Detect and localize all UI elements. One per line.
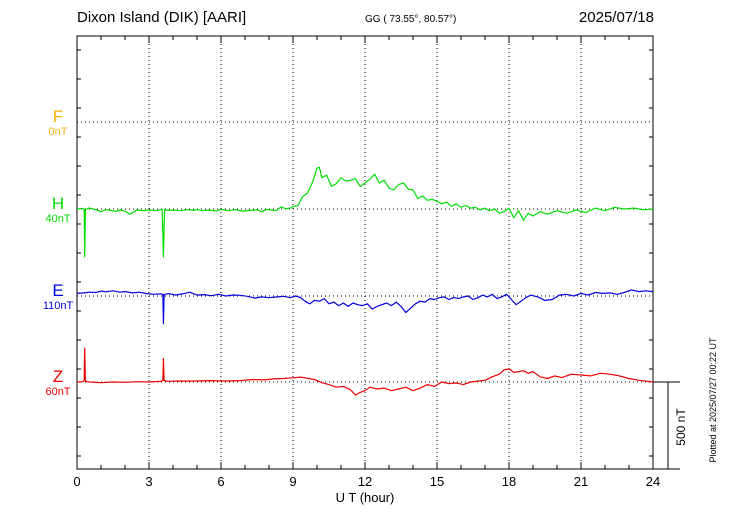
scale-bar-label: 500 nT bbox=[674, 408, 688, 446]
trace-e bbox=[76, 289, 654, 325]
trace-z bbox=[76, 347, 654, 396]
x-tick-label: 6 bbox=[217, 474, 224, 489]
x-tick-label: 9 bbox=[289, 474, 296, 489]
channel-label-f: F 0nT bbox=[38, 107, 78, 139]
trace-h bbox=[76, 166, 654, 258]
x-tick-label: 3 bbox=[145, 474, 152, 489]
channel-offset-z: 60nT bbox=[45, 386, 71, 398]
x-tick-label: 18 bbox=[502, 474, 516, 489]
plotted-at-note: Plotted at 2025/07/27 00:22 UT bbox=[708, 337, 718, 463]
channel-label-e: E 110nT bbox=[38, 281, 78, 313]
geo-coords: GG ( 73.55°, 80.57°) bbox=[365, 14, 457, 25]
series-traces bbox=[76, 166, 654, 396]
station-title: Dixon Island (DIK) [AARI] bbox=[77, 9, 247, 26]
x-axis-label: U T (hour) bbox=[336, 490, 395, 505]
channel-offset-e: 110nT bbox=[42, 300, 74, 312]
x-ticks bbox=[76, 36, 654, 469]
x-tick-label: 24 bbox=[646, 474, 660, 489]
x-tick-label: 21 bbox=[574, 474, 588, 489]
x-tick-label: 0 bbox=[73, 474, 80, 489]
x-tick-label: 15 bbox=[430, 474, 444, 489]
channel-offset-h: 40nT bbox=[45, 213, 71, 225]
chart-date: 2025/07/18 bbox=[578, 9, 654, 26]
channel-name-e: E bbox=[52, 281, 64, 300]
channel-name-z: Z bbox=[52, 367, 64, 386]
channel-label-h: H 40nT bbox=[38, 194, 78, 226]
scale-bar bbox=[653, 381, 680, 470]
channel-offset-f: 0nT bbox=[48, 126, 68, 138]
x-tick-labels: 0 3 6 9 12 15 18 21 24 bbox=[73, 474, 660, 489]
channel-name-h: H bbox=[51, 194, 65, 213]
channel-label-z: Z 60nT bbox=[38, 367, 78, 399]
channel-name-f: F bbox=[52, 107, 64, 126]
x-tick-label: 12 bbox=[358, 474, 372, 489]
